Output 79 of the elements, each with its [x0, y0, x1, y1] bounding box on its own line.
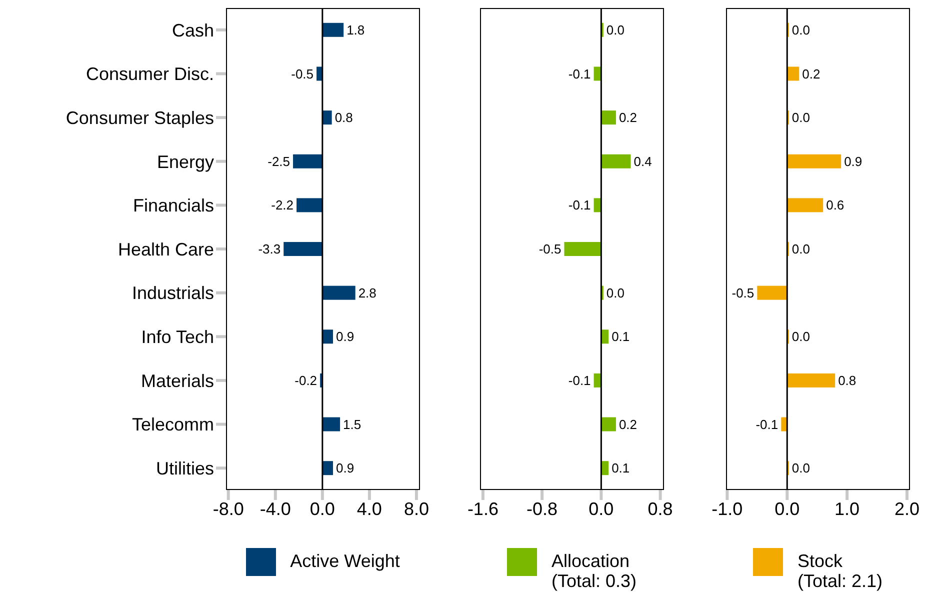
bar: [601, 110, 616, 125]
data-label: 0.0: [792, 460, 810, 476]
data-label: 0.2: [802, 66, 820, 82]
data-label: 0.6: [826, 198, 844, 213]
data-label: 0.9: [844, 154, 862, 169]
x-tick-label: 2.0: [894, 498, 920, 519]
data-label: 0.0: [792, 329, 810, 344]
bar: [757, 286, 788, 300]
bar: [322, 110, 332, 125]
y-tick-label: Health Care: [118, 239, 214, 260]
bar: [322, 417, 340, 432]
data-label: 1.8: [346, 22, 365, 38]
y-tick-label: Financials: [132, 196, 214, 216]
bar: [322, 461, 333, 476]
data-label: 0.9: [336, 329, 354, 344]
data-label: 0.9: [336, 460, 354, 476]
y-tick-label: Materials: [140, 370, 214, 391]
data-label: -0.5: [538, 242, 562, 257]
x-tick-label: 0.0: [588, 498, 614, 519]
x-tick-label: -8.0: [212, 498, 244, 519]
data-label: 0.0: [792, 22, 810, 38]
data-label: 1.5: [343, 416, 362, 432]
bar: [787, 373, 836, 388]
x-tick-label: -1.0: [712, 498, 743, 519]
data-label: 0.1: [612, 460, 630, 476]
y-tick-label: Info Tech: [141, 327, 214, 348]
bar: [601, 154, 631, 168]
bar: [322, 286, 356, 300]
data-label: 0.1: [612, 329, 630, 344]
y-tick-label: Consumer Disc.: [86, 64, 214, 84]
data-label: 0.2: [618, 110, 638, 126]
data-label: -0.2: [294, 372, 318, 388]
data-label: -0.1: [568, 372, 591, 388]
bar: [322, 330, 333, 344]
bar: [284, 242, 322, 256]
data-label: 0.8: [334, 110, 353, 126]
x-tick-label: 0.0: [310, 498, 335, 519]
y-tick-label: Consumer Staples: [66, 108, 214, 128]
bar: [322, 22, 344, 37]
bar: [787, 198, 824, 212]
data-label: 0.0: [606, 285, 624, 300]
data-label: 0.2: [618, 416, 638, 432]
y-tick-label: Utilities: [156, 458, 214, 478]
data-label: -0.5: [291, 66, 314, 82]
bar: [296, 198, 322, 212]
y-tick-label: Telecomm: [132, 414, 214, 435]
x-tick-label: 1.0: [834, 498, 860, 519]
bar: [787, 66, 800, 81]
bar: [781, 417, 788, 432]
legend-label: Stock (Total: 2.1): [797, 551, 883, 591]
x-tick-label: 8.0: [404, 498, 429, 519]
y-tick-label: Energy: [156, 152, 214, 172]
data-label: 0.4: [634, 154, 652, 169]
data-label: -0.1: [756, 416, 778, 432]
x-tick-label: -1.6: [467, 498, 498, 519]
data-label: 0.0: [792, 242, 810, 257]
bar: [601, 417, 616, 432]
legend-label: Active Weight: [290, 551, 400, 571]
data-label: 0.8: [838, 372, 856, 388]
data-label: 2.8: [358, 285, 376, 300]
y-tick-label: Industrials: [132, 283, 214, 304]
y-tick-label: Cash: [172, 20, 214, 40]
data-label: -0.1: [568, 66, 591, 82]
data-label: 0.0: [792, 110, 810, 126]
x-tick-label: -4.0: [260, 498, 291, 519]
data-label: 0.0: [606, 22, 624, 38]
x-tick-label: 0.0: [774, 498, 800, 519]
x-tick-label: 0.8: [648, 498, 673, 519]
data-label: -2.5: [268, 154, 290, 169]
x-tick-label: 4.0: [356, 498, 382, 519]
bar: [787, 154, 842, 168]
data-label: -0.1: [568, 198, 591, 213]
x-tick-label: -0.8: [526, 498, 558, 519]
bar: [564, 242, 602, 256]
data-label: -3.3: [258, 242, 281, 257]
data-label: -2.2: [271, 198, 294, 213]
data-label: -0.5: [732, 285, 754, 300]
legend-label: Allocation (Total: 0.3): [551, 551, 637, 591]
bar: [293, 154, 322, 168]
